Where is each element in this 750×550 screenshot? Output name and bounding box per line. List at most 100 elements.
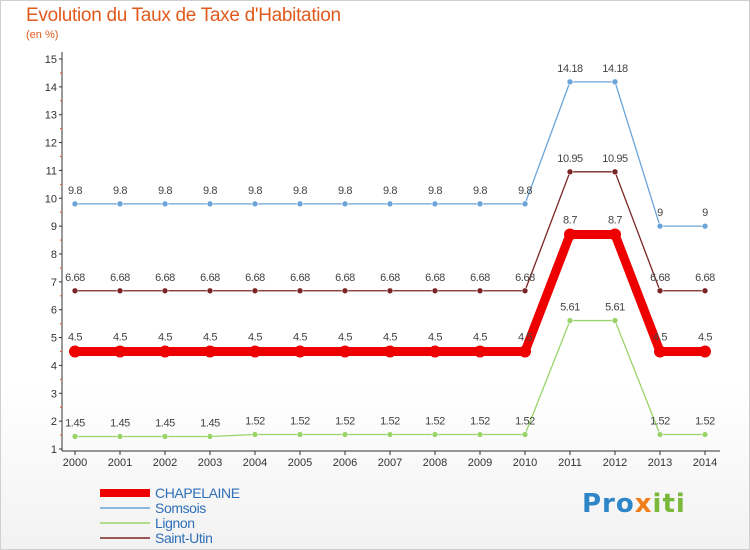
data-label: 4.5 [203, 332, 217, 344]
data-label: 4.5 [698, 332, 712, 344]
legend-item: Somsois [100, 500, 207, 516]
y-tick-label: 3 [51, 388, 57, 400]
data-label: 10.95 [557, 153, 583, 165]
data-label: 9.8 [248, 185, 262, 197]
data-point [521, 431, 529, 438]
data-label: 6.68 [110, 272, 130, 284]
series-somsois: 9.8 9.8 9.8 9.8 9.8 9.8 9.8 9.8 9.8 9.8 9.8 14.18 14… [68, 63, 709, 230]
data-label: 6.68 [155, 272, 175, 284]
series-chapelaine: 4.5 4.5 4.5 4.5 4.5 4.5 4.5 4.5 4.5 4.5 4.5 8.7 8.7 4… [68, 215, 713, 358]
data-label: 4.5 [248, 332, 262, 344]
data-point [71, 287, 79, 295]
data-label: 1.45 [65, 417, 85, 429]
data-point [566, 78, 574, 86]
data-point [564, 228, 576, 241]
data-point [429, 345, 441, 358]
data-label: 4.5 [158, 332, 172, 344]
data-label: 4.5 [518, 332, 532, 344]
data-point [339, 345, 351, 358]
x-tick-label: 2006 [333, 457, 357, 469]
data-point [71, 433, 79, 440]
y-tick-label: 5 [51, 333, 57, 345]
data-point [474, 345, 486, 358]
data-point [384, 345, 396, 358]
y-tick-label: 14 [45, 82, 57, 94]
data-point [656, 431, 664, 438]
legend-item: Lignon [100, 515, 195, 531]
data-label: 9 [702, 207, 708, 219]
data-point [159, 345, 171, 358]
data-point [386, 200, 394, 208]
data-label: 9.8 [113, 185, 127, 197]
data-point [294, 345, 306, 358]
data-point [71, 200, 79, 208]
data-point [611, 78, 619, 86]
data-label: 4.5 [653, 332, 667, 344]
data-label: 1.52 [695, 416, 715, 428]
axes [61, 52, 720, 452]
x-tick-label: 2000 [63, 457, 87, 469]
data-label: 6.68 [470, 272, 490, 284]
y-tick-label: 11 [46, 165, 57, 177]
data-point [296, 431, 304, 438]
x-tick-label: 2013 [648, 457, 672, 469]
data-point [609, 228, 621, 241]
data-label: 6.68 [650, 272, 670, 284]
data-label: 4.5 [338, 332, 352, 344]
data-point [341, 431, 349, 438]
y-tick-label: 8 [51, 249, 57, 261]
data-label: 9.8 [203, 185, 217, 197]
data-label: 4.5 [293, 332, 307, 344]
proxiti-logo[interactable]: Proxiti [582, 489, 686, 519]
data-point [69, 345, 81, 358]
data-point [431, 200, 439, 208]
y-tick-label: 12 [45, 138, 57, 150]
data-point [114, 345, 126, 358]
data-point [251, 200, 259, 208]
data-label: 9.8 [428, 185, 442, 197]
data-point [251, 287, 259, 295]
data-label: 9.8 [293, 185, 307, 197]
x-tick-label: 2004 [243, 457, 267, 469]
data-label: 6.68 [515, 272, 535, 284]
x-tick-label: 2003 [198, 457, 222, 469]
data-label: 4.5 [68, 332, 82, 344]
data-point [566, 168, 574, 176]
data-point [701, 222, 709, 230]
data-point [251, 431, 259, 438]
data-label: 1.52 [515, 416, 535, 428]
data-point [161, 200, 169, 208]
data-point [296, 287, 304, 295]
y-tick-label: 1 [51, 444, 57, 456]
data-label: 4.5 [113, 332, 127, 344]
data-point [116, 287, 124, 295]
data-label: 10.95 [602, 153, 628, 165]
data-point [476, 431, 484, 438]
x-tick-label: 2001 [108, 457, 132, 469]
data-point [431, 287, 439, 295]
x-tick-label: 2002 [153, 457, 177, 469]
data-point [341, 287, 349, 295]
data-point [521, 200, 529, 208]
x-tick-label: 2005 [288, 457, 312, 469]
chart-subtitle: (en %) [26, 29, 59, 41]
data-point [654, 345, 666, 358]
legend-label: CHAPELAINE [155, 485, 240, 501]
data-point [476, 200, 484, 208]
y-tick-label: 6 [51, 305, 57, 317]
legend-item: CHAPELAINE [100, 485, 240, 501]
data-point [566, 317, 574, 324]
x-tick-label: 2008 [423, 457, 447, 469]
data-point [204, 345, 216, 358]
data-point [341, 200, 349, 208]
data-label: 1.45 [110, 417, 130, 429]
y-tick-label: 4 [51, 360, 57, 372]
data-label: 4.5 [428, 332, 442, 344]
data-point [161, 287, 169, 295]
chart-title: Evolution du Taux de Taxe d'Habitation [26, 5, 341, 26]
data-label: 9.8 [338, 185, 352, 197]
x-tick-label: 2010 [513, 457, 537, 469]
